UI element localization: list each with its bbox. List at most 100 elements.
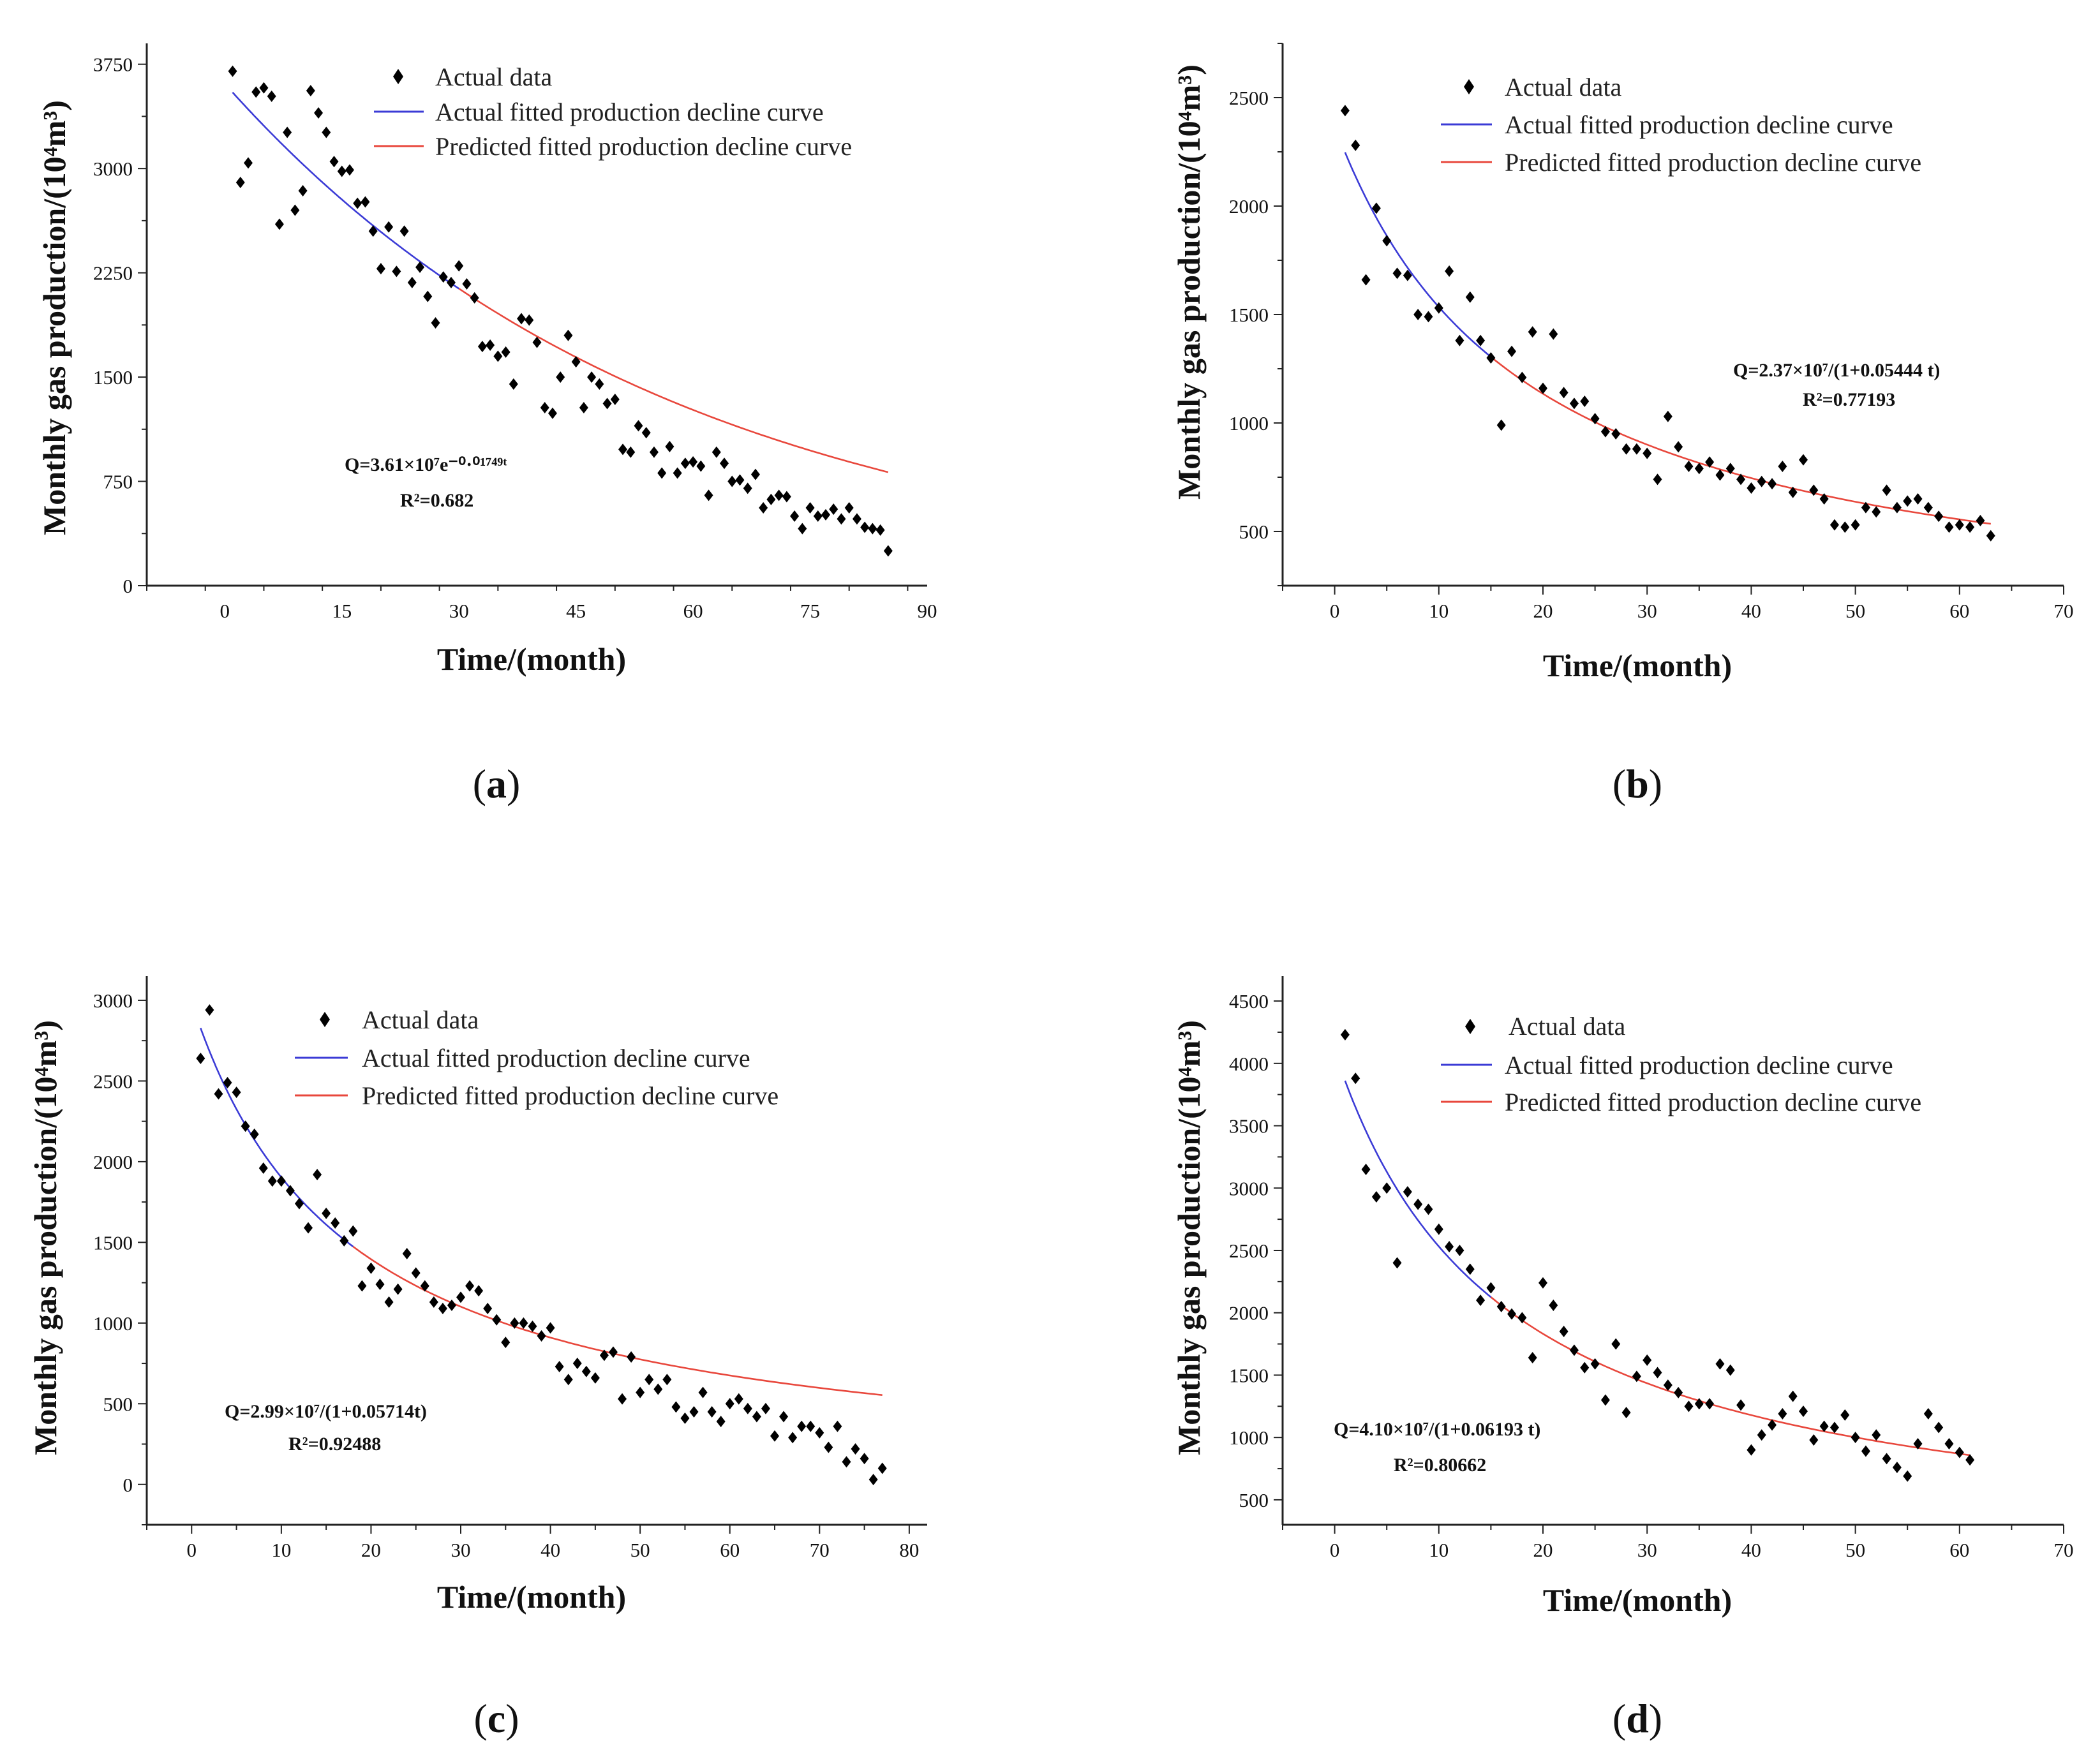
panel-c-data-point xyxy=(581,1365,591,1377)
panel-a-data-point xyxy=(743,482,752,494)
panel-b-data-point xyxy=(1819,493,1829,505)
panel-d-data-point xyxy=(1747,1444,1756,1456)
panel-a-data-point xyxy=(454,260,464,272)
panel-a-data-point xyxy=(438,271,448,283)
panel-b-data-point xyxy=(1476,334,1486,346)
panel-b-data-point xyxy=(1580,396,1590,407)
panel-b-data-point xyxy=(1382,235,1392,247)
panel-c-data-point xyxy=(411,1267,421,1279)
panel-c-data-point xyxy=(555,1361,564,1373)
panel-c-data-point xyxy=(285,1185,295,1197)
panel-b-data-point xyxy=(1621,443,1631,455)
panel-c-data-point xyxy=(779,1411,789,1423)
panel-a-xlabel: Time/(month) xyxy=(437,641,626,677)
panel-a-data-point xyxy=(727,475,737,487)
panel-b-legend-actual-fit: Actual fitted production decline curve xyxy=(1505,110,1893,139)
panel-d-data-point xyxy=(1590,1358,1600,1370)
panel-b-data-point xyxy=(1496,419,1506,431)
panel-a-data-point xyxy=(875,524,885,536)
panel-d-ylabel: Monthly gas production/(10⁴m³) xyxy=(1171,1020,1207,1455)
panel-a-data-point xyxy=(415,261,425,273)
panel-a-data-point xyxy=(290,204,300,216)
panel-b-x-tick-label: 0 xyxy=(1330,600,1340,622)
panel-d-data-point xyxy=(1736,1399,1746,1411)
panel-d-data-point xyxy=(1768,1419,1777,1431)
panel-b-data-point xyxy=(1538,382,1547,394)
panel-a-ylabel: Monthly gas production/(10⁴m³) xyxy=(36,100,72,535)
panel-a-y-tick-label: 1500 xyxy=(93,366,133,389)
panel-c-data-point xyxy=(707,1405,717,1418)
panel-a-data-point xyxy=(556,371,565,383)
panel-a-data-point xyxy=(837,513,846,525)
panel-b-data-point xyxy=(1715,469,1725,481)
panel-c-data-point xyxy=(501,1337,510,1349)
panel-b-data-point xyxy=(1872,506,1881,518)
panel-d-y-tick-label: 3500 xyxy=(1229,1115,1269,1138)
panel-b-data-point xyxy=(1371,202,1381,214)
panel-c-data-point xyxy=(214,1088,223,1100)
panel-c-data-point xyxy=(572,1358,582,1370)
panel-c-data-point xyxy=(357,1280,367,1292)
panel-c-data-point xyxy=(447,1300,456,1311)
panel-a-equation: Q=3.61×10⁷e⁻⁰·⁰¹⁷⁴⁹ᵗ xyxy=(345,454,507,475)
panel-b-x-tick-label: 10 xyxy=(1429,600,1449,622)
panel-d-actual-fit-curve xyxy=(1344,1080,1492,1298)
panel-a-legend-marker xyxy=(393,69,403,84)
panel-c-x-tick-label: 80 xyxy=(899,1539,919,1561)
panel-c-legend-actual-data: Actual data xyxy=(362,1005,479,1034)
panel-b-data-point xyxy=(1903,495,1912,507)
panel-d-data-point xyxy=(1517,1312,1527,1324)
panel-c-data-point xyxy=(474,1285,484,1297)
panel-b-data-point xyxy=(1632,443,1641,455)
panel-b-data-point xyxy=(1892,501,1902,514)
panel-a-data-point xyxy=(251,86,261,98)
panel-d-data-point xyxy=(1778,1408,1787,1420)
panel-b-data-point xyxy=(1840,521,1850,533)
panel-d-y-tick-label: 2000 xyxy=(1229,1302,1269,1324)
panel-b-data-point xyxy=(1768,478,1777,490)
panel-a-data-point xyxy=(860,521,870,533)
panel-c-legend-marker xyxy=(320,1012,330,1027)
panel-d-data-point xyxy=(1465,1263,1475,1275)
panel-a-data-point xyxy=(634,420,643,432)
panel-a-data-point xyxy=(431,317,440,329)
panel-c-data-point xyxy=(366,1262,376,1274)
panel-a-data-point xyxy=(243,157,253,169)
panel-c-data-point xyxy=(851,1443,860,1455)
panel-b-data-point xyxy=(1569,397,1579,410)
panel-c-data-point xyxy=(528,1320,537,1332)
panel-a-legend: Actual data Actual fitted production dec… xyxy=(374,63,852,161)
panel-a-data-point xyxy=(376,263,385,275)
panel-d-r2: R²=0.80662 xyxy=(1394,1455,1486,1476)
panel-d-y-tick-label: 4000 xyxy=(1229,1053,1269,1075)
panel-a-data-point xyxy=(298,185,308,197)
panel-d-data-point xyxy=(1694,1398,1704,1410)
panel-c-data-point xyxy=(267,1175,277,1187)
panel-d-data-point xyxy=(1944,1437,1954,1449)
panel-b-x-tick-label: 50 xyxy=(1845,600,1865,622)
panel-d-data-point xyxy=(1580,1361,1590,1374)
panel-d-y-tick-label: 500 xyxy=(1239,1489,1269,1511)
panel-a: 0 15 30 45 60 75 90 0 750 1500 2250 3000 3750 Time/(… xyxy=(36,43,937,806)
panel-d-label: (d) xyxy=(1613,1696,1662,1741)
panel-a-x-tick-label: 0 xyxy=(220,600,230,622)
panel-a-data-point xyxy=(462,278,472,290)
panel-d-data-point xyxy=(1361,1163,1371,1175)
panel-c-data-point xyxy=(205,1004,214,1016)
panel-c-data-point xyxy=(671,1401,681,1413)
panel-d-legend-actual-fit: Actual fitted production decline curve xyxy=(1505,1051,1893,1079)
panel-b-data-point xyxy=(1465,291,1475,303)
panel-b-data-point xyxy=(1600,426,1610,438)
panel-d-data-point xyxy=(1934,1421,1944,1434)
panel-d: 0 10 20 30 40 50 60 70 500 1000 1500 2000 2500 3000 35… xyxy=(1171,976,2074,1741)
panel-c-data-point xyxy=(483,1303,493,1315)
panel-d-legend: Actual data Actual fitted production dec… xyxy=(1441,1012,1921,1116)
panel-b-y-tick-label: 500 xyxy=(1239,521,1269,543)
panel-c-x-tick-label: 10 xyxy=(271,1539,291,1561)
panel-b-ylabel: Monthly gas production/(10⁴m³) xyxy=(1171,64,1207,500)
panel-c-ylabel: Monthly gas production/(10⁴m³) xyxy=(27,1020,63,1455)
panel-c-x-tick-label: 60 xyxy=(720,1539,740,1561)
panel-a-data-point xyxy=(782,491,791,503)
panel-d-x-tick-label: 30 xyxy=(1637,1539,1657,1561)
panel-d-data-point xyxy=(1653,1367,1662,1379)
